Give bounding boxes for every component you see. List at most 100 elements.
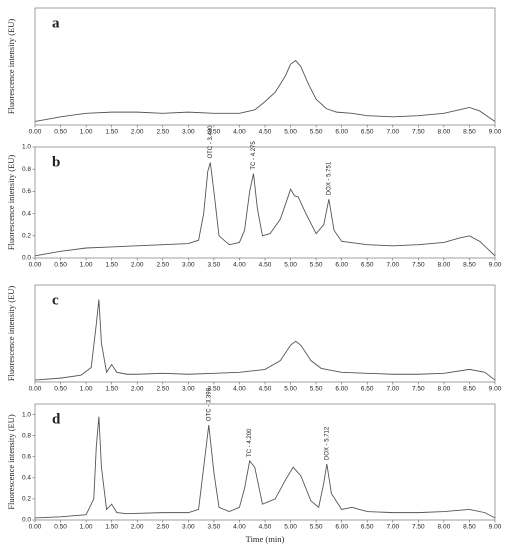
x-tick-label: 1.00	[80, 129, 93, 136]
panel-label: b	[52, 154, 60, 170]
x-tick-label: 5.00	[284, 129, 297, 136]
x-tick-label: 5.50	[310, 524, 323, 531]
x-tick-label: 2.00	[131, 386, 144, 393]
x-tick-label: 6.00	[335, 262, 348, 269]
x-tick-label: 3.50	[208, 524, 221, 531]
x-tick-label: 2.50	[156, 386, 169, 393]
y-tick-label: 0.0	[22, 255, 31, 262]
x-tick-label: 0.00	[29, 129, 42, 136]
peak-annotation: OTC - 3.430	[208, 125, 214, 159]
y-axis-label: Fluorescence intensity (EU)	[6, 414, 16, 510]
x-tick-label: 8.50	[463, 262, 476, 269]
panel-label: c	[52, 292, 59, 308]
x-tick-label: 0.50	[54, 524, 67, 531]
x-tick-label: 2.00	[131, 262, 144, 269]
x-tick-label: 0.50	[54, 262, 67, 269]
x-tick-label: 9.00	[489, 262, 502, 269]
x-tick-label: 7.00	[386, 262, 399, 269]
x-tick-label: 4.50	[259, 262, 272, 269]
peak-annotation: DOX - 5.712	[325, 426, 331, 460]
peak-annotation: OTC - 3.399	[206, 387, 212, 421]
x-tick-label: 5.00	[284, 262, 297, 269]
x-tick-label: 8.00	[438, 524, 451, 531]
y-tick-label: 1.0	[22, 144, 31, 151]
chromatogram-line	[34, 416, 496, 519]
x-tick-label: 4.50	[259, 524, 272, 531]
x-tick-label: 1.00	[80, 524, 93, 531]
x-tick-label: 2.00	[131, 129, 144, 136]
x-tick-label: 3.50	[208, 262, 221, 269]
x-tick-label: 5.50	[310, 386, 323, 393]
x-tick-label: 0.50	[54, 386, 67, 393]
peak-annotation: TC - 4.200	[247, 428, 253, 457]
x-tick-label: 0.00	[29, 262, 42, 269]
x-tick-label: 4.00	[233, 524, 246, 531]
x-tick-label: 8.00	[438, 262, 451, 269]
x-tick-label: 6.00	[335, 129, 348, 136]
x-tick-label: 9.00	[489, 386, 502, 393]
x-tick-label: 4.00	[233, 129, 246, 136]
y-tick-label: 0.6	[22, 453, 31, 460]
x-tick-label: 7.50	[412, 524, 425, 531]
x-tick-label: 6.50	[361, 129, 374, 136]
x-tick-label: 6.50	[361, 386, 374, 393]
y-tick-label: 0.2	[22, 233, 31, 240]
y-tick-label: 0.8	[22, 166, 31, 173]
x-tick-label: 2.00	[131, 524, 144, 531]
x-tick-label: 1.00	[80, 262, 93, 269]
x-axis-label: Time (min)	[246, 534, 285, 544]
x-tick-label: 4.50	[259, 129, 272, 136]
x-tick-label: 5.50	[310, 129, 323, 136]
plot-frame	[34, 284, 496, 383]
x-tick-label: 3.00	[182, 129, 195, 136]
x-tick-label: 8.50	[463, 129, 476, 136]
y-axis-label: Fluorescence intensity (EU)	[6, 155, 16, 251]
y-tick-label: 0.4	[22, 475, 31, 482]
x-tick-label: 7.00	[386, 129, 399, 136]
y-tick-label: 0.6	[22, 188, 31, 195]
x-tick-label: 4.50	[259, 386, 272, 393]
x-tick-label: 0.50	[54, 129, 67, 136]
x-tick-label: 7.00	[386, 386, 399, 393]
x-tick-label: 2.50	[156, 129, 169, 136]
x-tick-label: 1.00	[80, 386, 93, 393]
y-axis-label: Fluorescence intensity (EU)	[6, 19, 16, 115]
x-tick-label: 0.00	[29, 386, 42, 393]
x-tick-label: 8.00	[438, 129, 451, 136]
x-tick-label: 0.00	[29, 524, 42, 531]
chromatogram-line	[34, 60, 496, 122]
peak-annotation: TC - 4.275	[251, 141, 257, 170]
x-tick-label: 7.50	[412, 262, 425, 269]
x-tick-label: 3.50	[208, 129, 221, 136]
x-tick-label: 6.00	[335, 386, 348, 393]
x-tick-label: 5.50	[310, 262, 323, 269]
x-tick-label: 6.50	[361, 262, 374, 269]
y-tick-label: 0.0	[22, 517, 31, 524]
x-tick-label: 7.50	[412, 386, 425, 393]
x-tick-label: 2.50	[156, 524, 169, 531]
x-tick-label: 9.00	[489, 129, 502, 136]
y-tick-label: 0.8	[22, 432, 31, 439]
x-tick-label: 1.50	[105, 386, 118, 393]
x-tick-label: 1.50	[105, 524, 118, 531]
x-tick-label: 8.00	[438, 386, 451, 393]
y-tick-label: 1.0	[22, 411, 31, 418]
x-tick-label: 3.00	[182, 386, 195, 393]
x-tick-label: 3.00	[182, 262, 195, 269]
x-tick-label: 8.50	[463, 386, 476, 393]
y-axis-label: Fluorescence intensity (EU)	[6, 286, 16, 382]
x-tick-label: 1.50	[105, 129, 118, 136]
chromatogram-line	[34, 162, 496, 257]
x-tick-label: 7.50	[412, 129, 425, 136]
y-tick-label: 0.4	[22, 210, 31, 217]
x-tick-label: 4.00	[233, 262, 246, 269]
x-tick-label: 8.50	[463, 524, 476, 531]
chromatogram-line	[34, 299, 496, 381]
y-tick-label: 0.2	[22, 496, 31, 503]
panel-label: d	[52, 411, 61, 427]
peak-annotation: DOX - 5.751	[327, 161, 333, 195]
x-tick-label: 1.50	[105, 262, 118, 269]
plot-frame	[34, 7, 496, 126]
x-tick-label: 6.00	[335, 524, 348, 531]
